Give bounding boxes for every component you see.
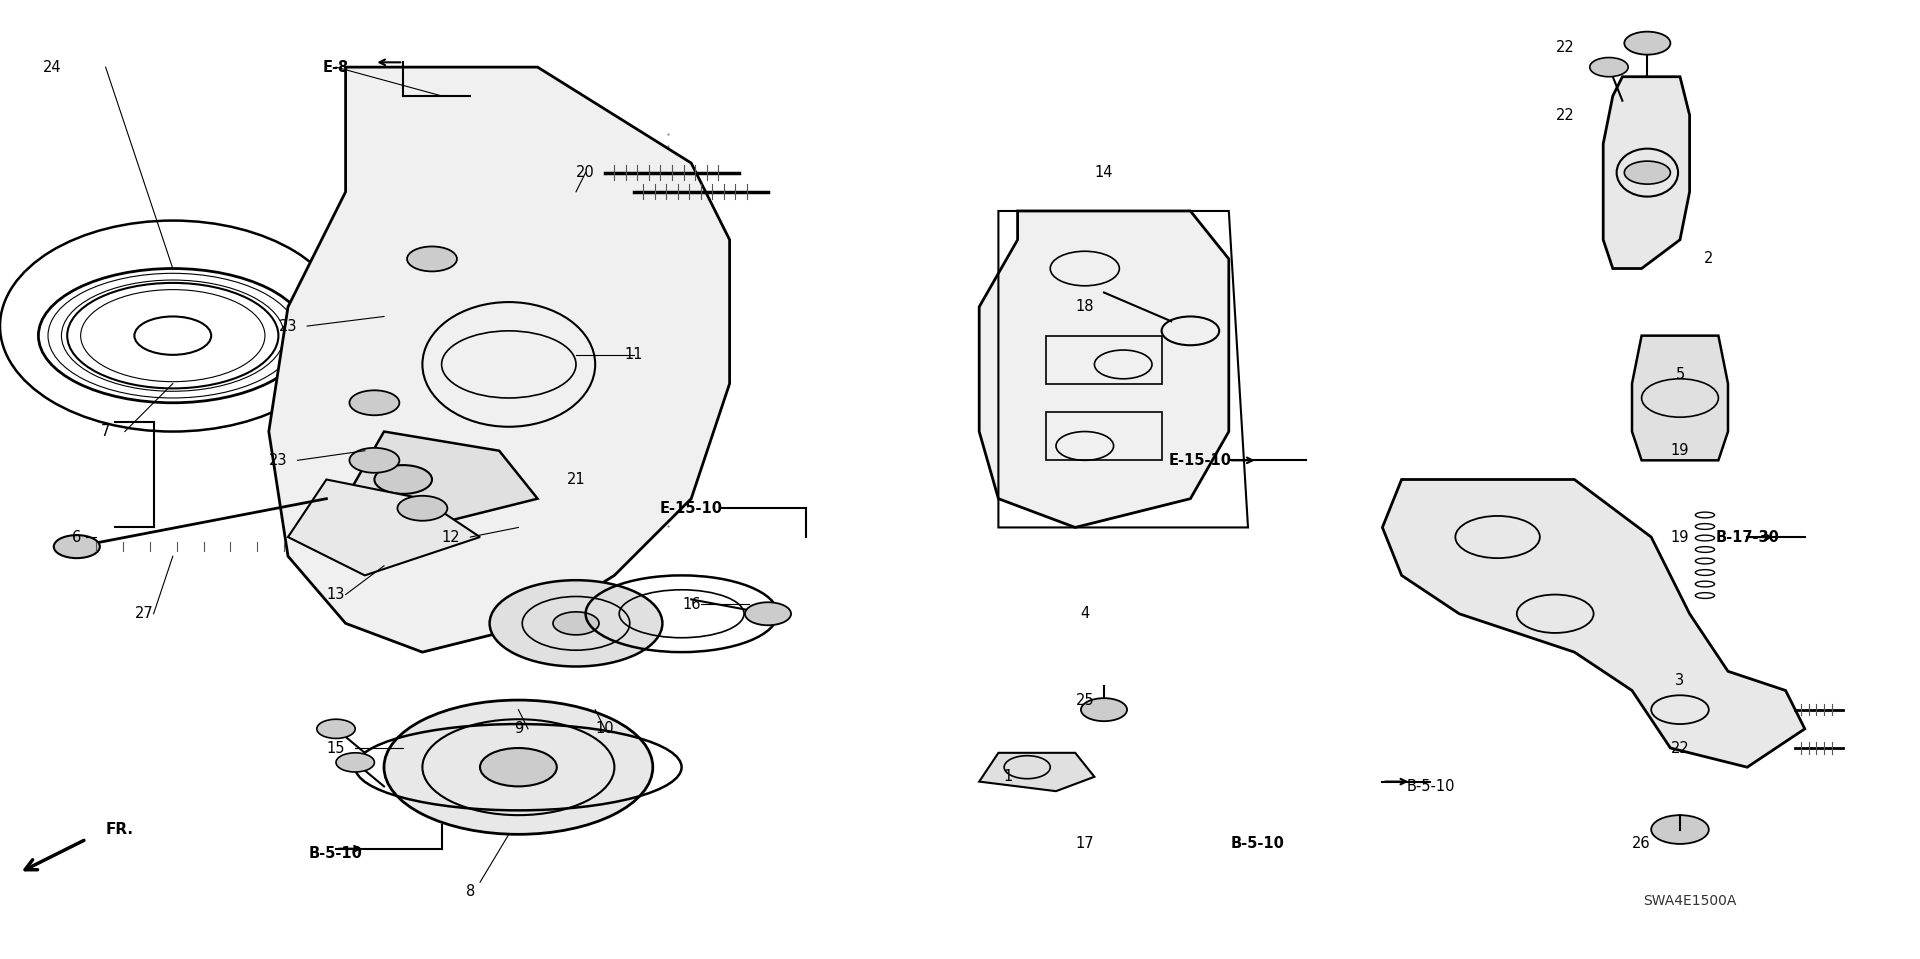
Circle shape	[745, 602, 791, 625]
Polygon shape	[1603, 77, 1690, 269]
Text: 7: 7	[102, 424, 109, 439]
Text: 25: 25	[1075, 692, 1094, 708]
Text: 14: 14	[1094, 165, 1114, 180]
Polygon shape	[307, 115, 691, 556]
Text: SWA4E1500A: SWA4E1500A	[1644, 895, 1736, 908]
Text: 17: 17	[1075, 836, 1094, 852]
Text: 6: 6	[73, 529, 81, 545]
Circle shape	[336, 753, 374, 772]
Circle shape	[407, 246, 457, 271]
Text: B-5-10: B-5-10	[1231, 836, 1284, 852]
Text: 26: 26	[1632, 836, 1651, 852]
Circle shape	[1624, 161, 1670, 184]
Polygon shape	[979, 753, 1094, 791]
Text: 23: 23	[269, 453, 288, 468]
Circle shape	[1651, 815, 1709, 844]
Bar	[1046, 412, 1162, 460]
Polygon shape	[346, 432, 538, 527]
Circle shape	[1081, 698, 1127, 721]
Text: 5: 5	[1676, 366, 1684, 382]
Text: 2: 2	[1705, 251, 1713, 267]
Circle shape	[397, 496, 447, 521]
Text: 23: 23	[278, 318, 298, 334]
Bar	[1046, 336, 1162, 384]
Text: B-5-10: B-5-10	[1405, 779, 1455, 794]
Text: E-8: E-8	[323, 59, 349, 75]
Circle shape	[54, 535, 100, 558]
Text: 20: 20	[576, 165, 595, 180]
Text: 21: 21	[566, 472, 586, 487]
Text: 22: 22	[1555, 107, 1574, 123]
Polygon shape	[1632, 336, 1728, 460]
Text: 9: 9	[515, 721, 522, 737]
Circle shape	[349, 448, 399, 473]
Circle shape	[1590, 58, 1628, 77]
Text: 22: 22	[1555, 40, 1574, 56]
Text: 22: 22	[1670, 740, 1690, 756]
Text: 15: 15	[326, 740, 346, 756]
Polygon shape	[1382, 480, 1805, 767]
Text: E-15-10: E-15-10	[1169, 453, 1231, 468]
Circle shape	[1624, 32, 1670, 55]
Polygon shape	[288, 480, 480, 575]
Circle shape	[374, 465, 432, 494]
Text: 27: 27	[134, 606, 154, 621]
Text: 18: 18	[1075, 299, 1094, 315]
Text: B-5-10: B-5-10	[309, 846, 363, 861]
Text: FR.: FR.	[106, 822, 134, 837]
Text: 19: 19	[1670, 443, 1690, 458]
Text: 16: 16	[682, 596, 701, 612]
Text: E-15-10: E-15-10	[660, 501, 722, 516]
Text: 1: 1	[1004, 769, 1012, 784]
Text: 8: 8	[467, 884, 474, 900]
Text: 3: 3	[1676, 673, 1684, 689]
Circle shape	[490, 580, 662, 667]
Text: 10: 10	[595, 721, 614, 737]
Text: 12: 12	[442, 529, 461, 545]
Text: 19: 19	[1670, 529, 1690, 545]
Circle shape	[384, 700, 653, 834]
Polygon shape	[269, 67, 730, 652]
Circle shape	[553, 612, 599, 635]
Circle shape	[349, 390, 399, 415]
Text: 11: 11	[624, 347, 643, 363]
Text: B-17-30: B-17-30	[1715, 529, 1780, 545]
Circle shape	[480, 748, 557, 786]
Text: 4: 4	[1081, 606, 1089, 621]
Circle shape	[317, 719, 355, 738]
Text: 24: 24	[42, 59, 61, 75]
Polygon shape	[979, 211, 1229, 527]
Text: 13: 13	[326, 587, 346, 602]
